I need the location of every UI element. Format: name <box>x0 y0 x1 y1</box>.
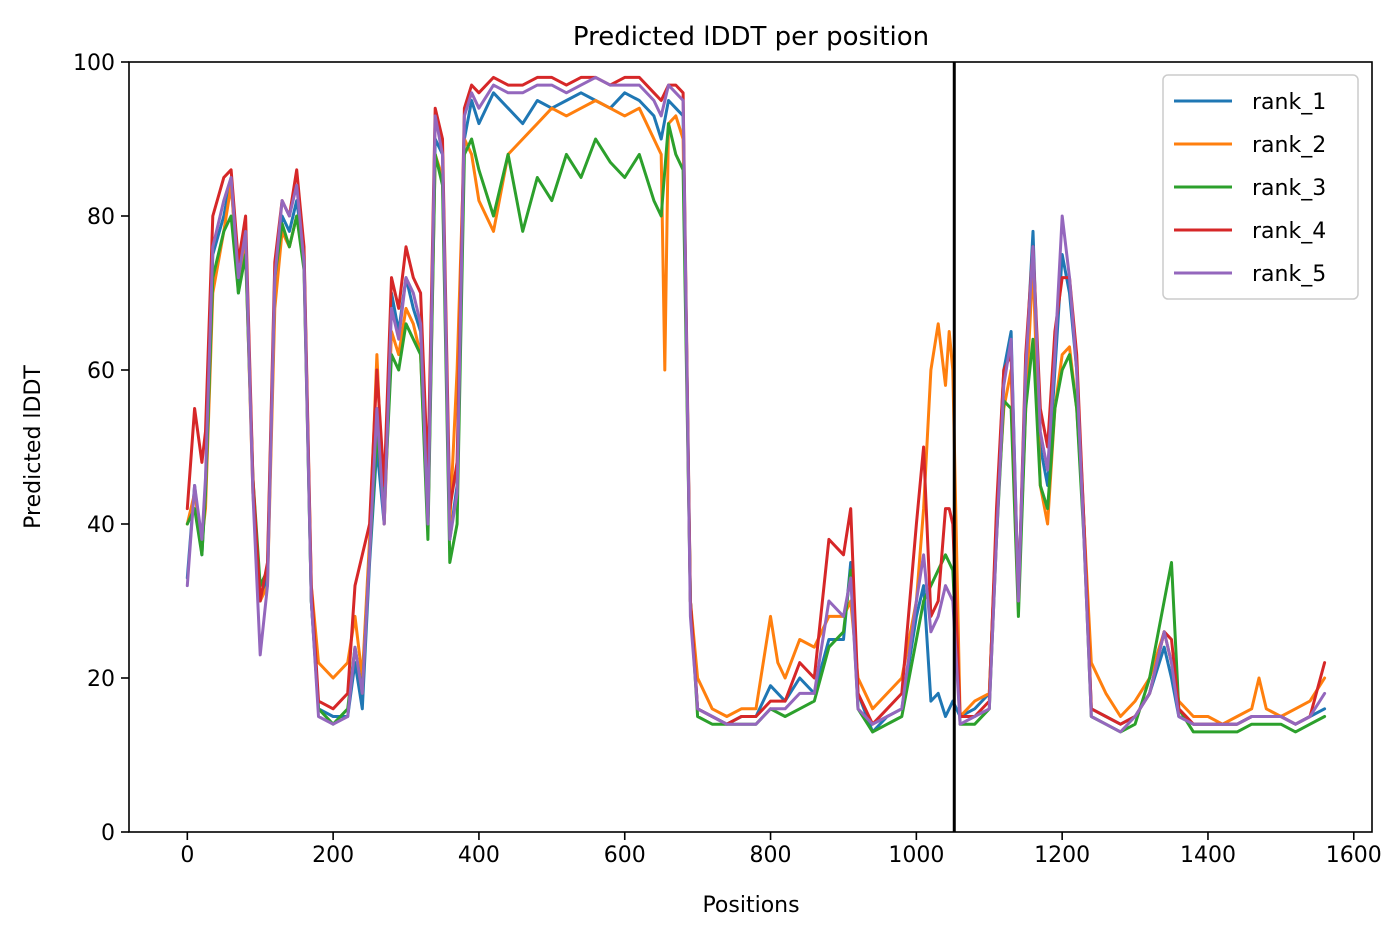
y-tick-label: 100 <box>73 51 115 76</box>
x-tick-label: 1400 <box>1180 843 1236 868</box>
x-tick-label: 1200 <box>1034 843 1090 868</box>
legend-label-rank_4: rank_4 <box>1252 219 1326 244</box>
x-tick-label: 400 <box>458 843 500 868</box>
y-axis-ticks: 0 20 40 60 80 100 <box>73 51 129 846</box>
chart-title: Predicted lDDT per position <box>573 22 929 52</box>
plot-area <box>128 61 1373 833</box>
x-tick-label: 1000 <box>888 843 944 868</box>
legend-label-rank_2: rank_2 <box>1252 133 1326 158</box>
y-axis-label: Predicted lDDT <box>21 365 46 529</box>
x-tick-label: 600 <box>604 843 646 868</box>
series-line-rank_5 <box>185 75 1327 734</box>
y-tick-label: 80 <box>87 205 115 230</box>
y-tick-label: 60 <box>87 359 115 384</box>
x-axis-label: Positions <box>702 893 799 918</box>
x-tick-label: 1600 <box>1326 843 1382 868</box>
legend: rank_1 rank_2 rank_3 rank_4 rank_5 <box>1162 74 1359 300</box>
series-group <box>185 75 1327 734</box>
plot-frame <box>128 61 1373 833</box>
legend-box <box>1162 74 1359 300</box>
legend-label-rank_5: rank_5 <box>1252 262 1326 287</box>
legend-label-rank_1: rank_1 <box>1252 90 1326 115</box>
y-tick-label: 20 <box>87 667 115 692</box>
y-tick-label: 40 <box>87 513 115 538</box>
x-tick-label: 0 <box>180 843 194 868</box>
x-axis-ticks: 0 200 400 600 800 1000 1200 1400 1600 <box>180 832 1382 868</box>
x-tick-label: 800 <box>750 843 792 868</box>
legend-label-rank_3: rank_3 <box>1252 176 1326 201</box>
x-tick-label: 200 <box>312 843 354 868</box>
y-tick-label: 0 <box>101 821 115 846</box>
